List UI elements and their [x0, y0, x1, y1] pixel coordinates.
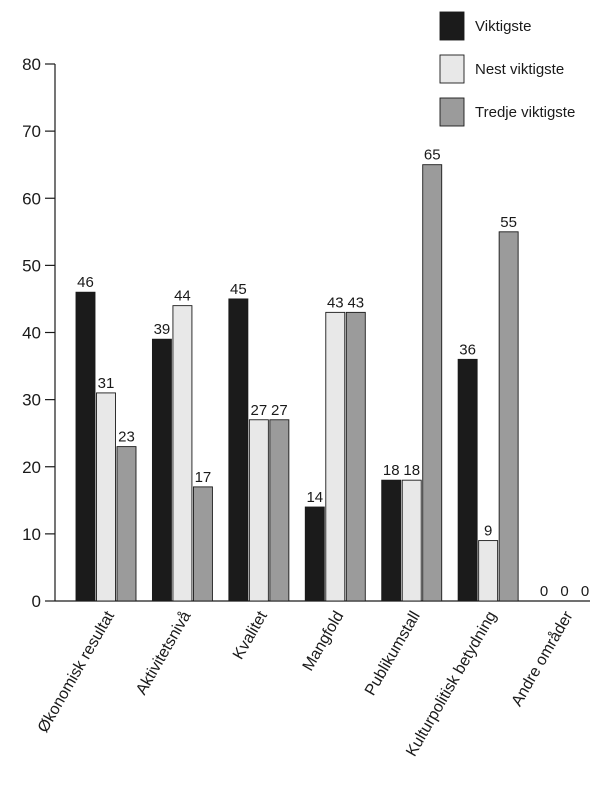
y-tick-label-10: 10: [22, 525, 41, 544]
category-label-okonomisk-resultat: Økonomisk resultat: [35, 608, 118, 736]
category-label-mangfold: Mangfold: [300, 609, 348, 675]
data-label-tredje-viktigste-kulturpolitisk-betydning: 55: [500, 214, 517, 231]
data-label-tredje-viktigste-andre-omrader: 0: [581, 583, 589, 600]
data-label-nest-viktigste-publikumstall: 18: [403, 462, 420, 479]
category-label-kulturpolitisk-betydning: Kulturpolitisk betydning: [403, 609, 500, 760]
bars: [75, 164, 519, 602]
y-tick-label-70: 70: [22, 122, 41, 141]
legend: Viktigste Nest viktigste Tredje viktigste: [439, 11, 575, 127]
legend-swatch-tredje-viktigste: [439, 97, 465, 127]
y-tick-label-60: 60: [22, 189, 41, 208]
y-tick-label-30: 30: [22, 391, 41, 410]
data-label-nest-viktigste-aktivitetsniva: 44: [174, 288, 191, 305]
data-label-viktigste-kvalitet: 45: [230, 281, 247, 298]
y-tick-label-50: 50: [22, 256, 41, 275]
data-label-tredje-viktigste-kvalitet: 27: [271, 402, 288, 419]
bar-nest-viktigste-mangfold: [325, 311, 346, 602]
bar-tredje-viktigste-mangfold: [345, 311, 366, 602]
bar-nest-viktigste-kvalitet: [248, 419, 269, 602]
legend-label-tredje-viktigste: Tredje viktigste: [475, 104, 575, 121]
data-label-nest-viktigste-kvalitet: 27: [251, 402, 268, 419]
y-tick-label-20: 20: [22, 458, 41, 477]
bar-tredje-viktigste-okonomisk-resultat: [116, 446, 137, 602]
legend-swatch-viktigste: [439, 11, 465, 41]
legend-label-viktigste: Viktigste: [475, 18, 531, 35]
data-label-nest-viktigste-mangfold: 43: [327, 294, 344, 311]
data-label-tredje-viktigste-okonomisk-resultat: 23: [118, 429, 135, 446]
data-label-viktigste-mangfold: 14: [306, 489, 323, 506]
y-tick-label-80: 80: [22, 55, 41, 74]
data-label-viktigste-kulturpolitisk-betydning: 36: [459, 341, 476, 358]
bar-nest-viktigste-aktivitetsniva: [172, 305, 193, 602]
category-labels: Økonomisk resultat Aktivitetsnivå Kvalitet…: [35, 607, 577, 759]
y-axis: 0 10 20 30 40 50 60 70 80: [22, 55, 56, 611]
category-label-aktivitetsniva: Aktivitetsnivå: [132, 608, 194, 698]
category-label-kvalitet: Kvalitet: [230, 608, 271, 662]
data-label-viktigste-okonomisk-resultat: 46: [77, 274, 94, 291]
data-label-nest-viktigste-kulturpolitisk-betydning: 9: [484, 523, 492, 540]
bar-viktigste-aktivitetsniva: [151, 338, 172, 602]
bar-viktigste-mangfold: [304, 506, 325, 602]
data-label-nest-viktigste-okonomisk-resultat: 31: [98, 375, 115, 392]
data-label-tredje-viktigste-aktivitetsniva: 17: [195, 469, 212, 486]
bar-viktigste-kvalitet: [228, 298, 249, 602]
bar-tredje-viktigste-kulturpolitisk-betydning: [498, 231, 519, 602]
data-label-nest-viktigste-andre-omrader: 0: [560, 583, 568, 600]
bar-nest-viktigste-publikumstall: [401, 479, 422, 602]
bar-nest-viktigste-okonomisk-resultat: [96, 392, 116, 602]
category-label-publikumstall: Publikumstall: [362, 609, 424, 699]
data-label-viktigste-aktivitetsniva: 39: [154, 321, 171, 338]
bar-viktigste-kulturpolitisk-betydning: [457, 358, 478, 602]
bar-viktigste-okonomisk-resultat: [75, 291, 96, 602]
data-label-tredje-viktigste-publikumstall: 65: [424, 147, 441, 164]
bar-tredje-viktigste-kvalitet: [269, 419, 290, 602]
bar-tredje-viktigste-aktivitetsniva: [192, 486, 213, 602]
category-label-andre-omrader: Andre områder: [508, 607, 577, 709]
data-label-tredje-viktigste-mangfold: 43: [347, 294, 364, 311]
y-tick-label-0: 0: [32, 592, 41, 611]
bar-nest-viktigste-kulturpolitisk-betydning: [478, 540, 499, 602]
legend-swatch-nest-viktigste: [439, 54, 465, 84]
y-tick-label-40: 40: [22, 324, 41, 343]
data-label-viktigste-publikumstall: 18: [383, 462, 400, 479]
bar-viktigste-publikumstall: [381, 479, 402, 602]
legend-label-nest-viktigste: Nest viktigste: [475, 61, 564, 78]
data-label-viktigste-andre-omrader: 0: [540, 583, 548, 600]
bar-tredje-viktigste-publikumstall: [422, 164, 443, 602]
